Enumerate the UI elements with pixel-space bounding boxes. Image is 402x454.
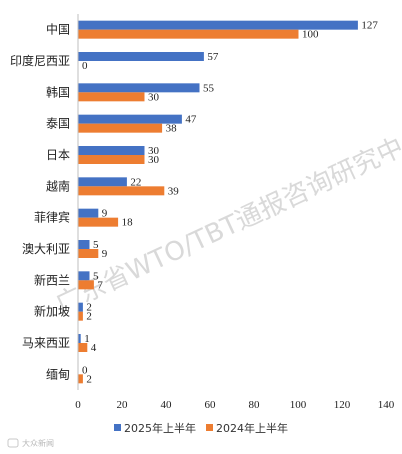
data-label: 0 <box>82 364 88 376</box>
credit-text: 大众新闻 <box>22 438 54 448</box>
data-label: 7 <box>97 279 103 291</box>
x-tick-label: 80 <box>249 399 261 411</box>
x-tick-label: 120 <box>334 399 351 411</box>
legend-swatch-series-1 <box>114 424 121 431</box>
category-label: 日本 <box>46 148 70 162</box>
data-label: 9 <box>102 248 108 260</box>
x-axis: 0 20 40 60 80 100 120 140 <box>75 399 395 411</box>
bar-series-1 <box>78 334 81 343</box>
data-label: 100 <box>302 29 319 41</box>
x-tick-label: 0 <box>75 399 81 411</box>
bar-series-1 <box>78 83 200 93</box>
data-label: 38 <box>166 123 178 135</box>
data-label: 4 <box>91 342 97 354</box>
data-label: 55 <box>203 82 215 94</box>
category-label: 韩国 <box>46 84 70 99</box>
category-label: 新加坡 <box>34 304 70 319</box>
category-label: 澳大利亚 <box>22 242 70 256</box>
bar-series-1 <box>78 208 99 218</box>
bar-series-2 <box>78 280 94 290</box>
bar-series-2 <box>78 123 163 133</box>
category-label: 印度尼西亚 <box>10 53 70 68</box>
data-label: 30 <box>148 145 160 157</box>
bar-series-1 <box>78 146 145 155</box>
bar-series-1 <box>78 20 358 30</box>
category-label: 缅甸 <box>46 367 70 381</box>
legend-label: 2024年上半年 <box>216 421 288 435</box>
bar-series-2 <box>78 155 145 164</box>
data-label: 0 <box>82 60 88 72</box>
data-label: 9 <box>102 208 108 220</box>
bar-series-1 <box>78 52 204 61</box>
data-label: 30 <box>148 154 160 166</box>
bar-series-1 <box>78 114 182 124</box>
bar-series-2 <box>78 92 145 102</box>
data-label: 47 <box>185 114 197 126</box>
category-label: 菲律宾 <box>34 210 70 225</box>
bar-series-2 <box>78 29 299 39</box>
data-label: 5 <box>93 270 99 282</box>
data-label: 2 <box>86 302 92 314</box>
credit-logo-icon <box>7 438 19 448</box>
data-label: 18 <box>122 217 134 229</box>
bar-series-1 <box>78 271 90 281</box>
data-label: 127 <box>361 20 378 32</box>
x-tick-label: 20 <box>117 399 129 411</box>
bar-series-2 <box>78 186 165 196</box>
data-label: 22 <box>130 176 141 188</box>
category-label: 新西兰 <box>34 272 70 287</box>
x-tick-label: 60 <box>205 399 217 411</box>
bar-series-2 <box>78 343 88 352</box>
data-label: 39 <box>168 185 180 197</box>
bar-series-1 <box>78 302 83 312</box>
data-label: 57 <box>207 51 219 63</box>
data-label: 2 <box>86 311 92 323</box>
category-label: 中国 <box>46 22 70 37</box>
legend-label: 2025年上半年 <box>124 421 196 435</box>
x-tick-label: 140 <box>378 399 395 411</box>
data-label: 30 <box>148 91 160 103</box>
category-label: 泰国 <box>46 117 70 131</box>
category-label: 马来西亚 <box>22 336 70 350</box>
credit: 大众新闻 <box>7 438 54 448</box>
data-label: 5 <box>93 239 99 251</box>
bar-series-2 <box>78 374 83 384</box>
bar-series-2 <box>78 311 83 321</box>
bar-series-1 <box>78 240 90 249</box>
bar-series-2 <box>78 249 99 258</box>
legend-swatch-series-2 <box>206 424 213 431</box>
x-tick-label: 100 <box>290 399 307 411</box>
data-label: 1 <box>84 333 90 345</box>
legend: 2025年上半年 2024年上半年 <box>114 421 288 435</box>
bar-series-2 <box>78 217 119 227</box>
data-label: 2 <box>86 373 92 385</box>
x-tick-label: 40 <box>161 399 173 411</box>
bar-series-1 <box>78 177 127 187</box>
category-label: 越南 <box>46 178 70 193</box>
